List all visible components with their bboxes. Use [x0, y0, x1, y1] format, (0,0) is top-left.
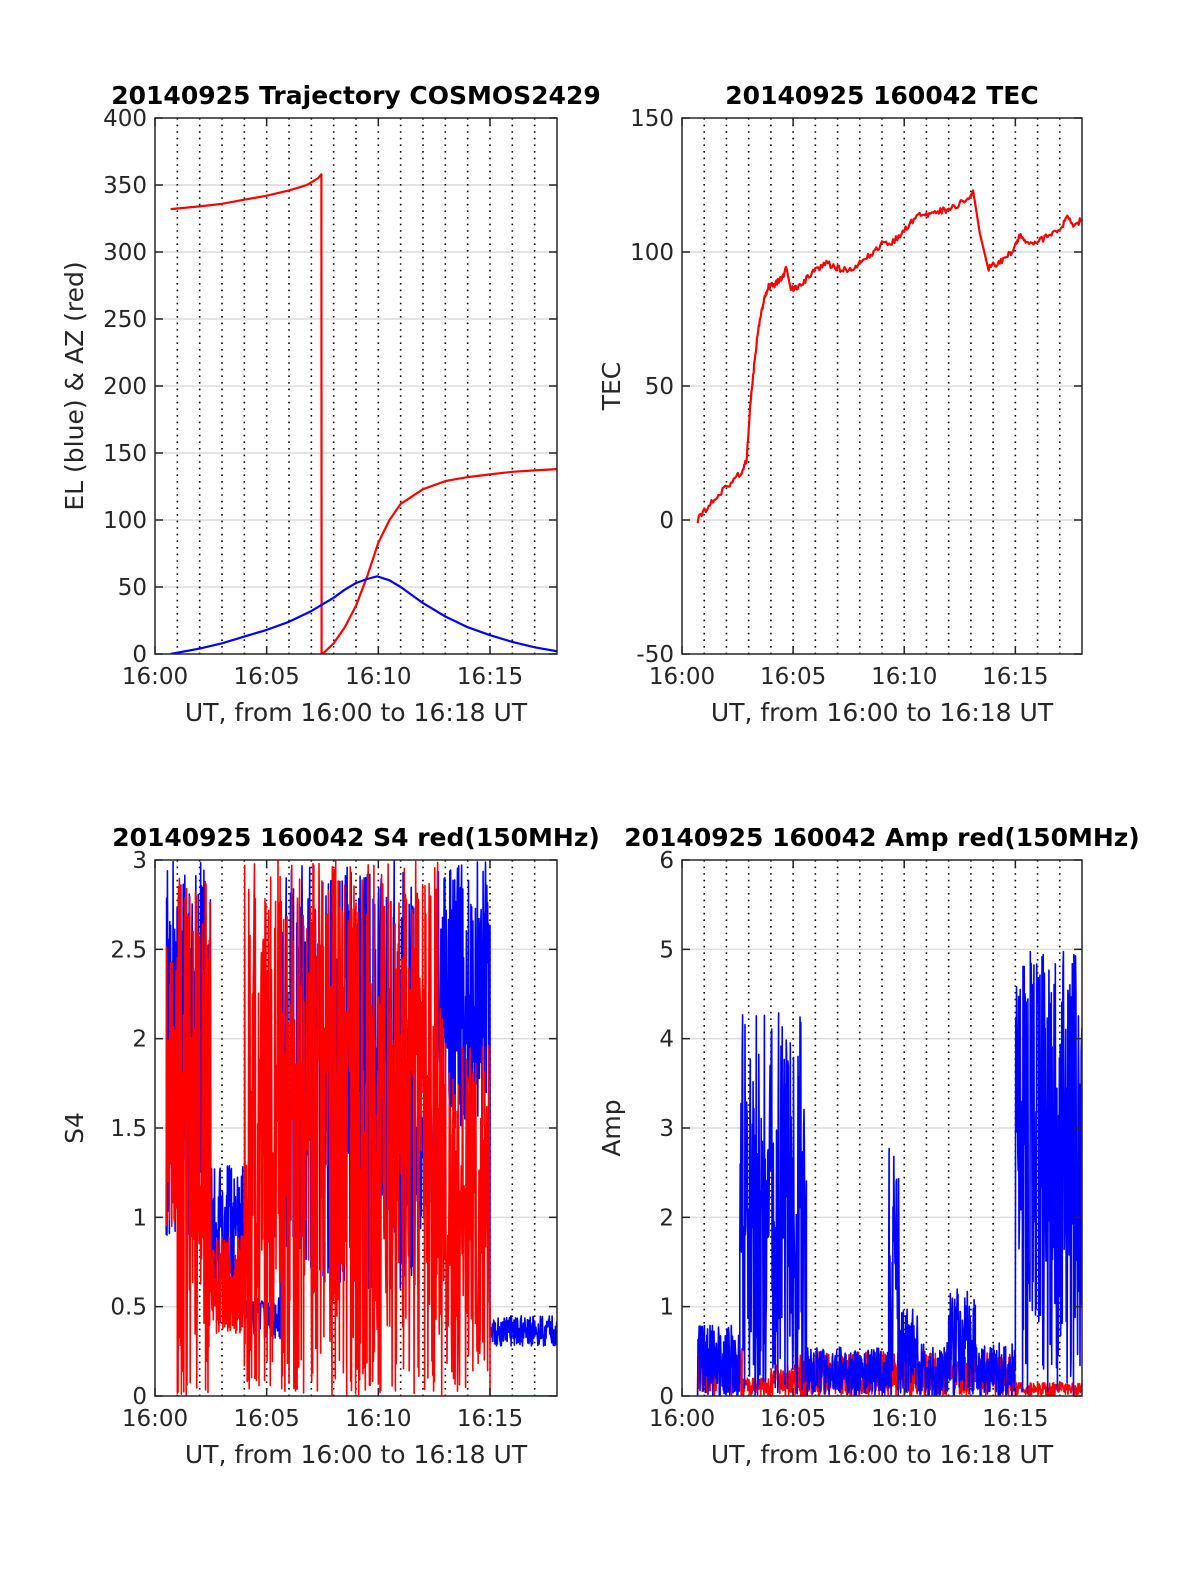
series-blue-line — [170, 575, 557, 654]
y-tick-label: 400 — [103, 106, 147, 132]
x-tick-label: 16:00 — [122, 664, 188, 690]
y-tick-label: -50 — [636, 642, 674, 668]
y-tick-label: 2.5 — [110, 937, 147, 963]
y-tick-label: 50 — [645, 374, 674, 400]
x-tick-label: 16:15 — [982, 1406, 1048, 1432]
y-tick-label: 0 — [132, 642, 147, 668]
y-tick-label: 1.5 — [110, 1116, 147, 1142]
series-red-trace — [165, 860, 557, 1396]
y-tick-label: 1 — [659, 1295, 674, 1321]
y-tick-label: 150 — [630, 106, 674, 132]
x-tick-label: 16:10 — [345, 1406, 411, 1432]
series-layer — [165, 860, 557, 1396]
x-tick-label: 16:00 — [122, 1406, 188, 1432]
y-tick-label: 0 — [132, 1384, 147, 1410]
x-tick-label: 16:00 — [649, 1406, 715, 1432]
y-tick-label: 150 — [103, 441, 147, 467]
y-tick-label: 3 — [132, 848, 147, 874]
y-tick-label: 50 — [118, 575, 147, 601]
x-tick-label: 16:00 — [649, 664, 715, 690]
x-tick-label: 16:10 — [871, 1406, 937, 1432]
y-tick-label: 200 — [103, 374, 147, 400]
series-layer — [696, 950, 1082, 1396]
x-tick-label: 16:05 — [234, 1406, 300, 1432]
series-red-line — [696, 189, 1082, 524]
chart-title: 20140925 160042 S4 red(150MHz) — [112, 823, 600, 852]
x-tick-label: 16:10 — [871, 664, 937, 690]
series-blue-trace — [696, 950, 1082, 1396]
x-axis-label: UT, from 16:00 to 16:18 UT — [185, 1440, 528, 1469]
chart-title: 20140925 Trajectory COSMOS2429 — [111, 81, 601, 110]
x-tick-label: 16:15 — [982, 664, 1048, 690]
x-axis-label: UT, from 16:00 to 16:18 UT — [185, 698, 528, 727]
y-tick-label: 6 — [659, 848, 674, 874]
y-tick-label: 0 — [659, 508, 674, 534]
x-axis-label: UT, from 16:00 to 16:18 UT — [711, 1440, 1054, 1469]
y-tick-label: 2 — [132, 1027, 147, 1053]
x-tick-label: 16:05 — [760, 1406, 826, 1432]
y-tick-label: 4 — [659, 1027, 674, 1053]
y-tick-label: 2 — [659, 1205, 674, 1231]
y-tick-label: 0.5 — [110, 1295, 147, 1321]
y-tick-label: 250 — [103, 307, 147, 333]
series-layer — [170, 173, 557, 654]
y-tick-label: 5 — [659, 937, 674, 963]
series-layer — [696, 189, 1082, 524]
chart-title: 20140925 160042 TEC — [725, 81, 1038, 110]
y-axis-label: Amp — [597, 1099, 626, 1156]
y-axis-label: S4 — [60, 1112, 89, 1144]
y-tick-label: 350 — [103, 173, 147, 199]
y-tick-label: 1 — [132, 1205, 147, 1231]
y-tick-label: 3 — [659, 1116, 674, 1142]
y-tick-label: 100 — [630, 240, 674, 266]
chart-panel-3: 16:00 16:05 16:10 16:15 0 0.5 1 1.5 2 2.5 32014092… — [60, 823, 600, 1469]
x-tick-label: 16:15 — [457, 664, 523, 690]
x-tick-label: 16:10 — [345, 664, 411, 690]
chart-title: 20140925 160042 Amp red(150MHz) — [624, 823, 1140, 852]
y-tick-label: 100 — [103, 508, 147, 534]
x-tick-label: 16:05 — [760, 664, 826, 690]
x-tick-label: 16:05 — [234, 664, 300, 690]
chart-panel-2: 16:00 16:05 16:10 16:15 -50 0 50 100 150 20140925… — [597, 81, 1083, 727]
y-axis-label: TEC — [597, 362, 626, 412]
x-axis-label: UT, from 16:00 to 16:18 UT — [711, 698, 1054, 727]
y-tick-label: 300 — [103, 240, 147, 266]
y-axis-label: EL (blue) & AZ (red) — [60, 261, 89, 510]
x-tick-label: 16:15 — [457, 1406, 523, 1432]
series-red-line — [170, 173, 557, 654]
y-tick-label: 0 — [659, 1384, 674, 1410]
chart-panel-1: 16:00 16:05 16:10 16:15 0 50 100 150 200 250 300 35… — [60, 81, 601, 727]
